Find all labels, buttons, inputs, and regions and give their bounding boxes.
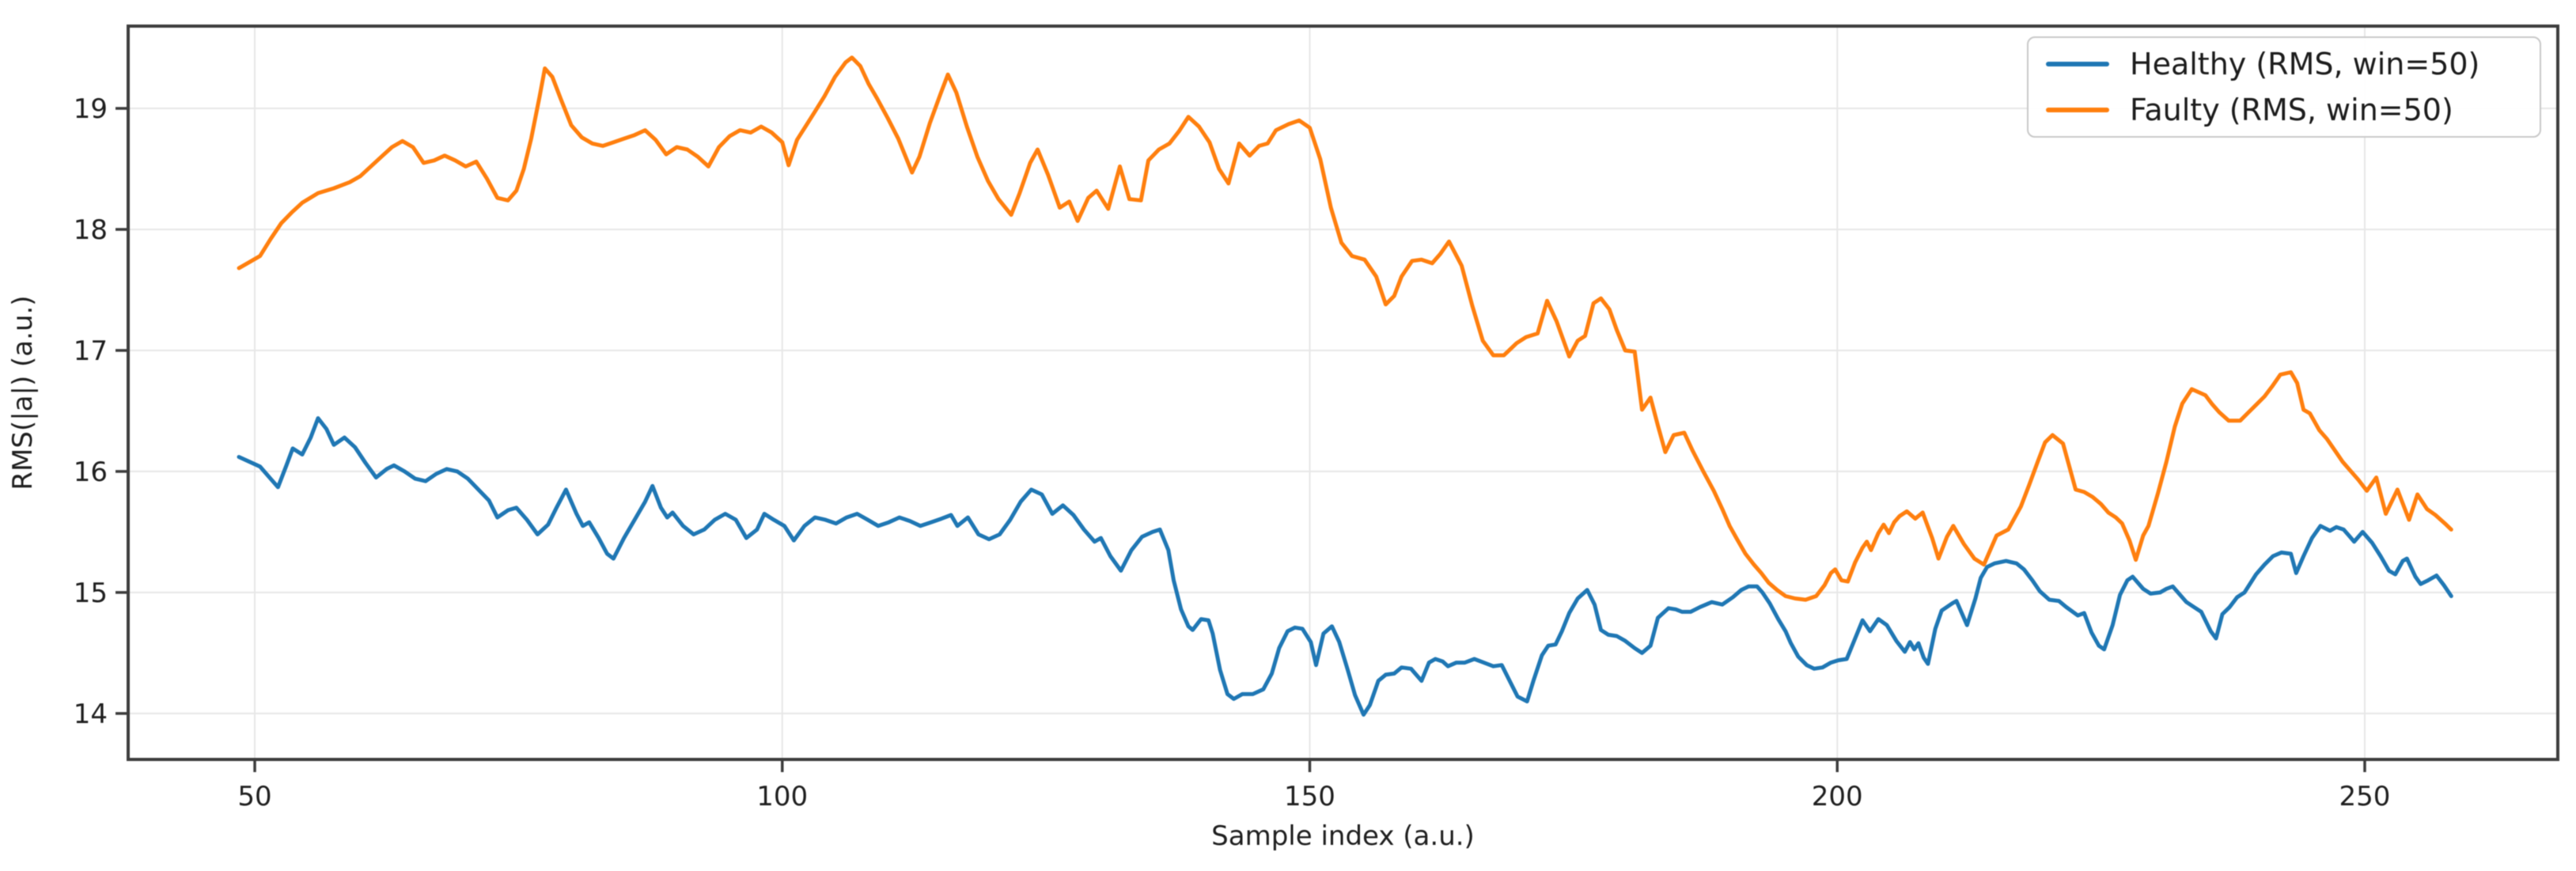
x-tick-label: 200: [1812, 781, 1863, 812]
legend-entry-faulty: Faulty (RMS, win=50): [2046, 90, 2524, 130]
series-line-faulty: [237, 55, 2453, 602]
axes-spines: [127, 25, 2559, 761]
x-tick-label: 50: [237, 781, 271, 812]
y-axis-label: RMS(|a|) (a.u.): [7, 295, 39, 490]
x-tick-label: 100: [756, 781, 808, 812]
faulty-line-swatch: [2046, 108, 2109, 112]
legend-label-healthy: Healthy (RMS, win=50): [2130, 47, 2480, 81]
series-line-healthy: [237, 416, 2453, 717]
y-tick-label: 19: [74, 93, 108, 125]
y-tick-label: 14: [74, 699, 108, 730]
x-axis-label: Sample index (a.u.): [1211, 820, 1475, 852]
y-tick-label: 18: [74, 214, 108, 246]
x-tick-label: 150: [1284, 781, 1335, 812]
healthy-line-swatch: [2046, 62, 2109, 66]
legend-entry-healthy: Healthy (RMS, win=50): [2046, 44, 2524, 84]
x-tick-label: 250: [2339, 781, 2391, 812]
y-tick-label: 15: [74, 578, 108, 609]
y-tick-label: 17: [74, 335, 108, 367]
legend-label-faulty: Faulty (RMS, win=50): [2130, 93, 2453, 127]
y-tick-label: 16: [74, 456, 108, 488]
legend: Healthy (RMS, win=50) Faulty (RMS, win=5…: [2027, 36, 2541, 138]
